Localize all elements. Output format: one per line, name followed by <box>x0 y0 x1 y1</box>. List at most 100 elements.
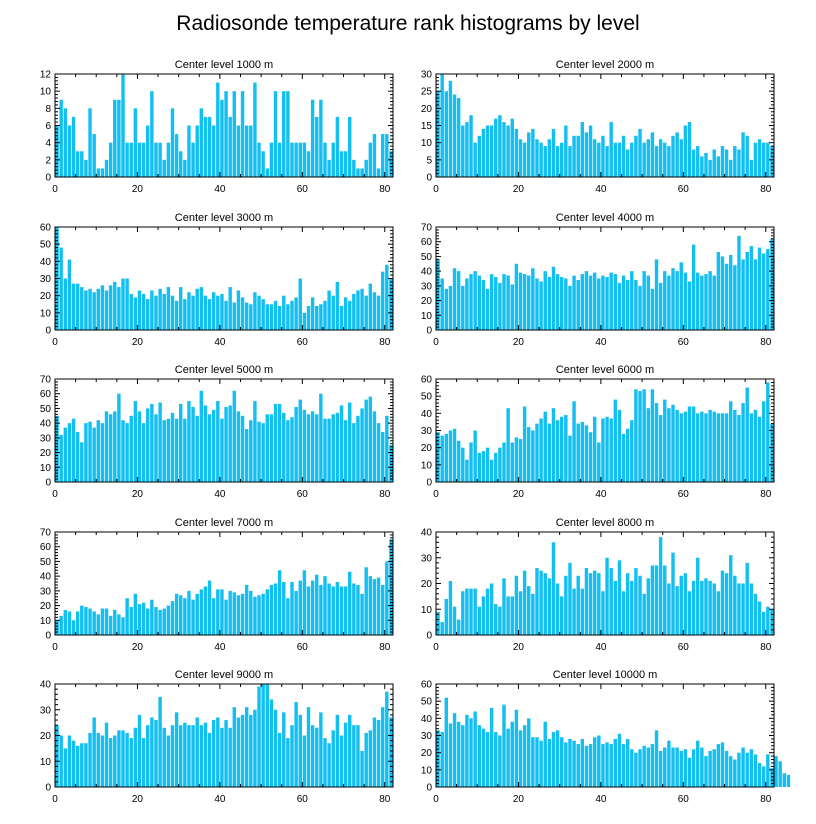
bar <box>691 149 696 177</box>
y-tick-label: 50 <box>40 240 52 251</box>
bar <box>716 591 721 635</box>
bar <box>88 421 92 482</box>
bar <box>137 142 142 177</box>
bar <box>104 290 109 330</box>
bar <box>502 578 506 635</box>
bar <box>257 295 261 330</box>
bar <box>506 596 510 636</box>
bar <box>671 268 675 330</box>
bar <box>187 292 191 330</box>
bar <box>527 586 531 635</box>
bar <box>158 609 162 635</box>
y-tick-label: 60 <box>421 375 433 386</box>
y-tick-label: 50 <box>40 557 52 568</box>
bar <box>191 406 195 482</box>
bar <box>286 420 290 482</box>
bar <box>220 293 224 330</box>
bar <box>444 433 449 482</box>
bar <box>348 116 352 177</box>
bar <box>207 414 212 482</box>
bar <box>539 570 543 636</box>
bar <box>543 573 547 635</box>
bar <box>352 725 356 787</box>
bar <box>770 609 774 635</box>
bar <box>224 720 228 787</box>
bar <box>310 297 315 330</box>
bar <box>315 727 319 787</box>
bar <box>265 414 269 482</box>
bar <box>498 447 502 482</box>
bar <box>700 156 704 177</box>
bar <box>547 738 552 787</box>
bar <box>753 259 758 330</box>
bar <box>691 580 696 635</box>
bar <box>273 583 278 635</box>
bar <box>527 132 531 177</box>
x-tick-label: 60 <box>678 337 690 348</box>
bar <box>67 423 72 482</box>
y-tick-label: 10 <box>421 311 433 322</box>
bar <box>613 580 618 635</box>
bar <box>302 312 307 330</box>
bar <box>580 122 585 177</box>
bar <box>494 732 498 787</box>
bar <box>220 589 224 635</box>
bar <box>290 300 294 330</box>
bar <box>560 596 564 636</box>
bar <box>465 278 469 330</box>
bar <box>576 135 580 177</box>
bar <box>88 608 92 635</box>
bar <box>481 728 486 787</box>
bar <box>158 402 162 482</box>
bar <box>720 146 725 177</box>
bar <box>92 427 96 482</box>
bar <box>290 417 294 482</box>
bar <box>203 295 208 330</box>
bar <box>572 588 576 635</box>
x-tick-label: 60 <box>678 794 690 805</box>
bar <box>448 580 453 635</box>
bar <box>306 707 311 787</box>
y-tick-label: 20 <box>421 296 433 307</box>
bar <box>294 590 298 635</box>
plot-frame <box>54 378 394 483</box>
bar <box>125 423 129 482</box>
bar <box>621 744 626 787</box>
bar <box>658 750 663 787</box>
bar <box>265 589 269 635</box>
bar <box>679 413 683 482</box>
bar <box>249 304 253 330</box>
y-tick-label: 0 <box>45 478 51 489</box>
bar <box>389 151 393 177</box>
bar <box>704 578 708 635</box>
bar <box>141 602 146 635</box>
bar <box>315 305 319 330</box>
bar <box>584 271 589 330</box>
bar <box>737 235 741 330</box>
bar <box>343 297 348 330</box>
bar <box>257 142 261 177</box>
x-tick-label: 40 <box>214 794 226 805</box>
bar <box>368 396 373 482</box>
bar <box>761 611 766 635</box>
bar <box>286 598 290 635</box>
bar <box>506 728 510 787</box>
bar <box>117 393 121 482</box>
x-tick-label: 40 <box>214 642 226 653</box>
bar <box>376 577 381 635</box>
bar <box>646 275 650 330</box>
bar <box>436 730 440 787</box>
bar <box>121 74 125 177</box>
bar <box>551 266 556 330</box>
bar <box>473 588 477 635</box>
bar <box>555 730 560 787</box>
bar <box>88 108 92 177</box>
bar <box>269 699 274 787</box>
bar <box>228 287 232 330</box>
bar <box>477 725 481 787</box>
x-tick-label: 80 <box>760 642 772 653</box>
bar <box>654 403 659 482</box>
panels: Center level 1000 m0 20 40 60 80024681012Cen… <box>40 59 791 805</box>
bar <box>580 274 585 330</box>
